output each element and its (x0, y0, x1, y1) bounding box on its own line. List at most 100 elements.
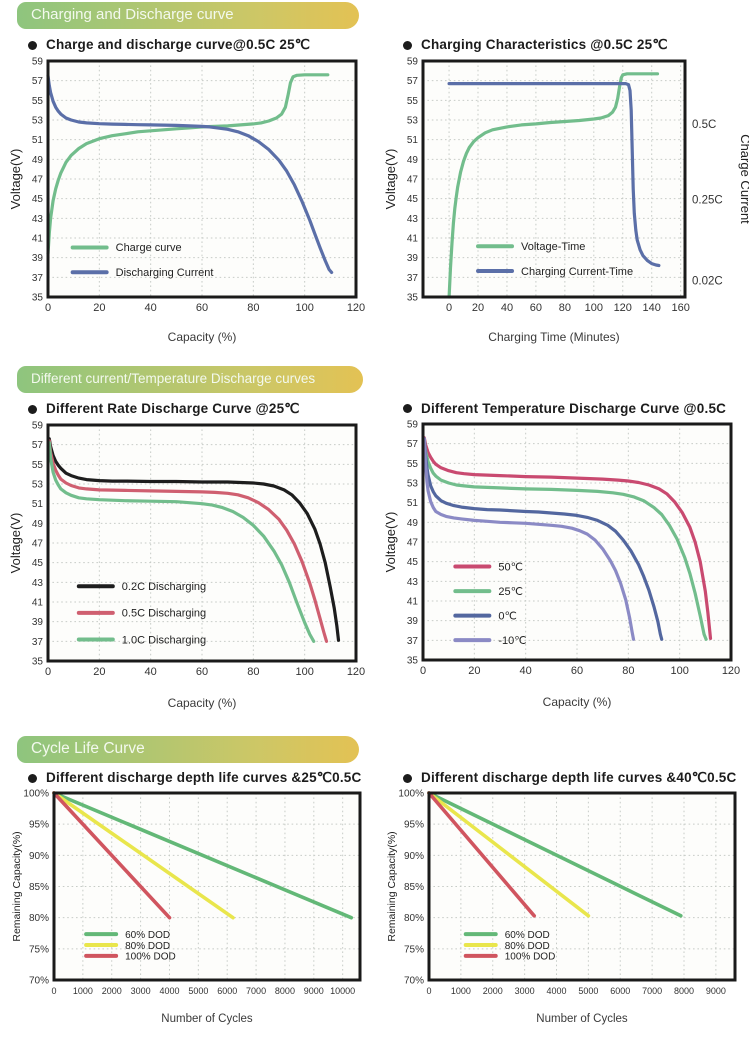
legend-label: Charge curve (116, 242, 182, 254)
plot-border (427, 791, 737, 982)
y-tick-label: 100% (398, 789, 424, 800)
legend-label: 100% DOD (125, 952, 176, 963)
chart-title-3: Different Rate Discharge Curve @25℃ (28, 401, 375, 417)
y-tick-label: 55 (32, 96, 44, 107)
y-tick-label: 51 (32, 499, 44, 510)
y-tick-label: 39 (32, 253, 44, 264)
chart-title-2: Charging Characteristics @0.5C 25℃ (403, 37, 750, 53)
series-line (46, 74, 334, 274)
y-tick-label: 35 (407, 293, 419, 304)
chart-cycle-life-25c: 0 1000 2000 3000 4000 5000 6000 7000 8000 9000 100… (11, 789, 362, 1025)
y-tick-label: 70% (404, 976, 424, 987)
chart-charging-characteristics: 0 20 40 60 80 100 120 140 160 35 37 39 41 43 45 47 49 51 5… (383, 57, 749, 345)
x-tick-label: 40 (145, 666, 157, 678)
series-line (422, 437, 664, 641)
charts-row-1: Charge and discharge curve@0.5C 25℃ 0 20 4… (0, 29, 750, 349)
legend-label: 60% DOD (505, 930, 550, 941)
x-tick-label: 5000 (578, 986, 598, 996)
x-tick-label: 10000 (330, 986, 355, 996)
y-tick-label: 80% (29, 913, 49, 924)
legend-label: Charging Current-Time (521, 266, 633, 278)
y-tick-label: 39 (407, 616, 419, 627)
chart-cell-rate-discharge: Different Rate Discharge Curve @25℃ 0 20 4… (0, 393, 375, 715)
y-tick-label: 51 (407, 498, 419, 509)
x-tick-label: 160 (671, 302, 689, 314)
x-tick-label: 20 (472, 302, 484, 314)
plot-border (52, 791, 362, 982)
x-tick-label: 80 (247, 666, 259, 678)
x-tick-label: 60 (571, 665, 583, 677)
y-tick-label: 37 (32, 273, 44, 284)
y-tick-label: 35 (32, 293, 44, 304)
chart-title-1: Charge and discharge curve@0.5C 25℃ (28, 37, 375, 53)
y-tick-label: 95% (29, 820, 49, 831)
section-banner-charging: Charging and Discharge curve (17, 2, 359, 29)
series-line (52, 791, 172, 920)
x-axis-label: Capacity (%) (168, 696, 237, 710)
chart-title-text: Different discharge depth life curves &4… (421, 770, 737, 785)
bullet-icon (403, 40, 412, 50)
series-line (47, 439, 329, 643)
x-axis-label: Charging Time (Minutes) (488, 330, 619, 344)
x-axis-label: Number of Cycles (536, 1013, 628, 1025)
y-tick-label: 53 (32, 480, 44, 491)
y-tick-label: 49 (407, 155, 419, 166)
x-tick-label: 120 (722, 665, 740, 677)
y-tick-label: 57 (32, 440, 44, 451)
series-line (422, 437, 636, 641)
x-axis-label: Capacity (%) (543, 695, 612, 709)
y-tick-label: 43 (407, 577, 419, 588)
y-tick-label: 100% (23, 789, 49, 800)
x-tick-label: 60 (196, 666, 208, 678)
legend-label: 1.0C Discharging (122, 634, 206, 646)
chart-title-4: Different Temperature Discharge Curve @0… (403, 401, 750, 416)
y-tick-label: 37 (407, 273, 419, 284)
chart-title-text: Different Rate Discharge Curve @25℃ (46, 401, 300, 416)
y-tick-label: 55 (407, 459, 419, 470)
y-axis-label: Voltage(V) (8, 513, 23, 574)
y2-axis-label: Charge Current (738, 134, 749, 224)
series-line (47, 437, 341, 642)
y-tick-label: 95% (404, 820, 424, 831)
x-tick-label: 1000 (451, 986, 471, 996)
series-line (422, 436, 713, 640)
charts-row-2: Different Rate Discharge Curve @25℃ 0 20 4… (0, 393, 750, 715)
y-tick-label: 75% (29, 944, 49, 955)
y-axis-label: Remaining Capacity(%) (11, 831, 23, 941)
series-line (52, 791, 354, 920)
x-tick-label: 6000 (217, 986, 237, 996)
y-tick-label: 47 (407, 538, 419, 549)
chart-cell-charging-characteristics: Charging Characteristics @0.5C 25℃ 0 20 40… (375, 29, 750, 349)
series-line (427, 791, 683, 918)
x-tick-label: 0 (446, 302, 452, 314)
chart-title-text: Charge and discharge curve@0.5C 25℃ (46, 37, 311, 52)
y2-tick-label: 0.02C (692, 275, 723, 287)
legend-label: 25℃ (498, 586, 523, 598)
y-axis-label: Voltage(V) (8, 149, 23, 210)
x-tick-label: 0 (420, 665, 426, 677)
legend-label: 50℃ (498, 561, 523, 573)
chart-title-6: Different discharge depth life curves &4… (403, 770, 750, 786)
y-tick-label: 53 (407, 116, 419, 127)
series-line (427, 791, 536, 918)
chart-cell-charge-discharge: Charge and discharge curve@0.5C 25℃ 0 20 4… (0, 29, 375, 349)
x-tick-label: 6000 (610, 986, 630, 996)
y-tick-label: 45 (32, 194, 44, 205)
x-tick-label: 8000 (674, 986, 694, 996)
chart-temperature-discharge-curve: 0 20 40 60 80 100 120 35 37 39 41 43 45 47 49 51 53 55 57 5… (383, 420, 740, 710)
y-tick-label: 43 (32, 578, 44, 589)
x-tick-label: 120 (347, 666, 365, 678)
x-tick-label: 0 (51, 986, 56, 996)
series-line (427, 791, 591, 918)
x-tick-label: 8000 (275, 986, 295, 996)
y-tick-label: 47 (32, 175, 44, 186)
x-tick-label: 80 (247, 302, 259, 314)
chart-cycle-life-40c: 0 1000 2000 3000 4000 5000 6000 7000 8000 9000 70%… (386, 789, 737, 1025)
y-tick-label: 39 (32, 617, 44, 628)
y-tick-label: 37 (407, 636, 419, 647)
y-tick-label: 90% (29, 851, 49, 862)
x-tick-label: 120 (347, 302, 365, 314)
y-tick-label: 75% (404, 944, 424, 955)
chart-cell-life-40c: Different discharge depth life curves &4… (375, 763, 750, 1030)
